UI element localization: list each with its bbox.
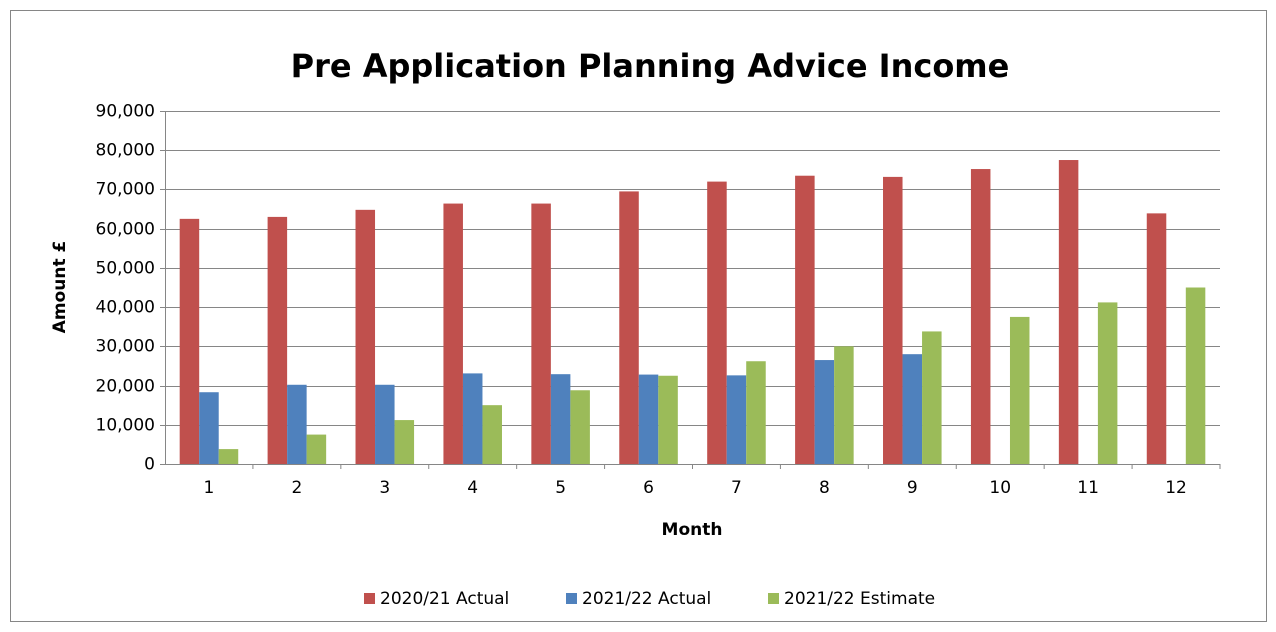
y-tick-label: 90,000 bbox=[96, 102, 155, 122]
bar bbox=[550, 374, 571, 464]
y-tick-label: 30,000 bbox=[96, 337, 155, 357]
y-tick-label: 50,000 bbox=[96, 259, 155, 279]
x-tick-label: 7 bbox=[731, 478, 742, 498]
y-axis-title: Amount £ bbox=[50, 241, 70, 334]
bar bbox=[1058, 160, 1079, 464]
bar bbox=[814, 360, 835, 464]
y-tick-label: 70,000 bbox=[96, 180, 155, 200]
bar bbox=[267, 216, 288, 464]
y-tick-label: 60,000 bbox=[96, 220, 155, 240]
bar bbox=[1185, 287, 1206, 464]
x-tick-label: 11 bbox=[1077, 478, 1099, 498]
bar bbox=[306, 434, 327, 464]
chart-title: Pre Application Planning Advice Income bbox=[291, 47, 1010, 85]
bar bbox=[795, 175, 815, 464]
legend-swatch bbox=[364, 593, 375, 604]
bar bbox=[970, 169, 991, 464]
bar bbox=[619, 191, 639, 464]
y-tick-label: 80,000 bbox=[96, 141, 155, 161]
y-tick-label: 0 bbox=[144, 455, 155, 475]
x-tick-label: 2 bbox=[291, 478, 302, 498]
bar bbox=[834, 346, 854, 464]
legend-swatch bbox=[566, 593, 577, 604]
bar bbox=[462, 373, 483, 464]
y-tick-label: 10,000 bbox=[96, 416, 155, 436]
y-tick-label: 40,000 bbox=[96, 298, 155, 318]
legend-swatch bbox=[768, 593, 779, 604]
y-tick-label: 20,000 bbox=[96, 377, 155, 397]
bar bbox=[482, 405, 502, 464]
legend-label: 2021/22 Estimate bbox=[784, 589, 935, 609]
x-tick-label: 5 bbox=[555, 478, 566, 498]
x-tick-label: 4 bbox=[467, 478, 478, 498]
bar bbox=[570, 390, 590, 464]
bar bbox=[375, 384, 395, 464]
bar bbox=[355, 209, 376, 464]
bar bbox=[726, 375, 747, 464]
x-axis-title: Month bbox=[662, 520, 723, 540]
bar bbox=[1097, 302, 1118, 464]
x-tick-label: 9 bbox=[907, 478, 918, 498]
x-tick-label: 10 bbox=[989, 478, 1011, 498]
bar bbox=[531, 203, 551, 464]
bar bbox=[707, 181, 727, 464]
bar bbox=[746, 361, 766, 464]
bar bbox=[1146, 213, 1167, 464]
bar bbox=[922, 331, 942, 464]
x-tick-label: 12 bbox=[1165, 478, 1187, 498]
bar bbox=[443, 203, 463, 464]
x-tick-label: 6 bbox=[643, 478, 654, 498]
x-tick-label: 8 bbox=[819, 478, 830, 498]
bar bbox=[394, 420, 415, 464]
bar bbox=[199, 392, 219, 464]
bar bbox=[179, 218, 200, 464]
x-tick-label: 1 bbox=[204, 478, 215, 498]
legend-label: 2021/22 Actual bbox=[582, 589, 711, 609]
bar bbox=[287, 384, 307, 464]
bar bbox=[902, 354, 923, 464]
bar bbox=[638, 374, 659, 464]
x-tick-label: 3 bbox=[379, 478, 390, 498]
bar bbox=[658, 375, 678, 464]
bar bbox=[883, 176, 903, 465]
bar bbox=[218, 449, 239, 464]
bar bbox=[1009, 316, 1030, 464]
legend-label: 2020/21 Actual bbox=[380, 589, 509, 609]
